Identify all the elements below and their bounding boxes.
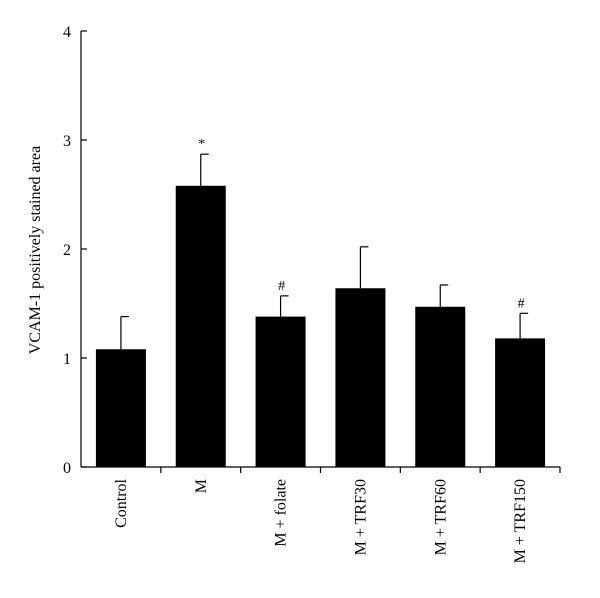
y-tick-label: 3 [63,133,71,150]
category-label: M + folate [273,479,290,547]
labels: Control * M # M + folate M + TRF30 M + TRF60 # M… [113,137,529,563]
y-tick-label: 2 [63,242,71,259]
y-axis-title: VCAM-1 positively stained area [27,146,44,354]
bar [96,349,146,467]
y-tick-label: 0 [63,460,71,477]
category-label: M + TRF60 [432,479,449,555]
significance-marker: # [518,296,525,311]
category-label: M [193,479,210,493]
bars [96,154,545,467]
bar [495,338,545,467]
significance-marker: # [278,279,285,294]
bar [176,186,226,467]
bar [256,317,306,467]
significance-marker: * [198,137,205,152]
y-tick-label: 4 [63,24,71,41]
category-label: M + TRF30 [352,479,369,555]
bar [335,288,385,467]
category-label: M + TRF150 [512,479,529,563]
category-label: Control [113,478,130,527]
bar [415,307,465,467]
y-tick-label: 1 [63,351,71,368]
